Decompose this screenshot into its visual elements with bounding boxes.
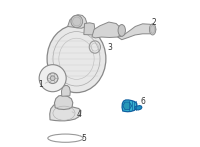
Polygon shape: [135, 106, 142, 110]
Polygon shape: [122, 100, 137, 112]
Ellipse shape: [149, 24, 156, 35]
Text: 4: 4: [76, 110, 81, 119]
Text: 5: 5: [81, 134, 86, 143]
Ellipse shape: [71, 15, 83, 28]
Circle shape: [47, 73, 58, 83]
Polygon shape: [118, 24, 156, 40]
Text: 1: 1: [38, 80, 43, 89]
Ellipse shape: [118, 25, 125, 36]
Circle shape: [39, 65, 66, 92]
Polygon shape: [61, 86, 70, 96]
Text: 6: 6: [140, 97, 145, 106]
Polygon shape: [54, 95, 73, 110]
Polygon shape: [68, 15, 87, 28]
Polygon shape: [50, 104, 81, 121]
Circle shape: [50, 76, 55, 81]
Text: 3: 3: [107, 42, 112, 52]
Polygon shape: [123, 102, 132, 110]
Ellipse shape: [47, 25, 106, 93]
Text: 2: 2: [151, 18, 156, 27]
Polygon shape: [92, 22, 122, 38]
Polygon shape: [84, 23, 95, 35]
